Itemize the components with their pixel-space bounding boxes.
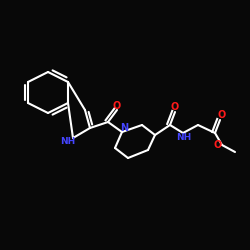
Text: O: O	[171, 102, 179, 112]
Text: O: O	[218, 110, 226, 120]
Text: O: O	[113, 101, 121, 111]
Text: NH: NH	[60, 136, 76, 145]
Text: N: N	[120, 123, 128, 133]
Text: O: O	[214, 140, 222, 150]
Text: NH: NH	[176, 132, 192, 141]
